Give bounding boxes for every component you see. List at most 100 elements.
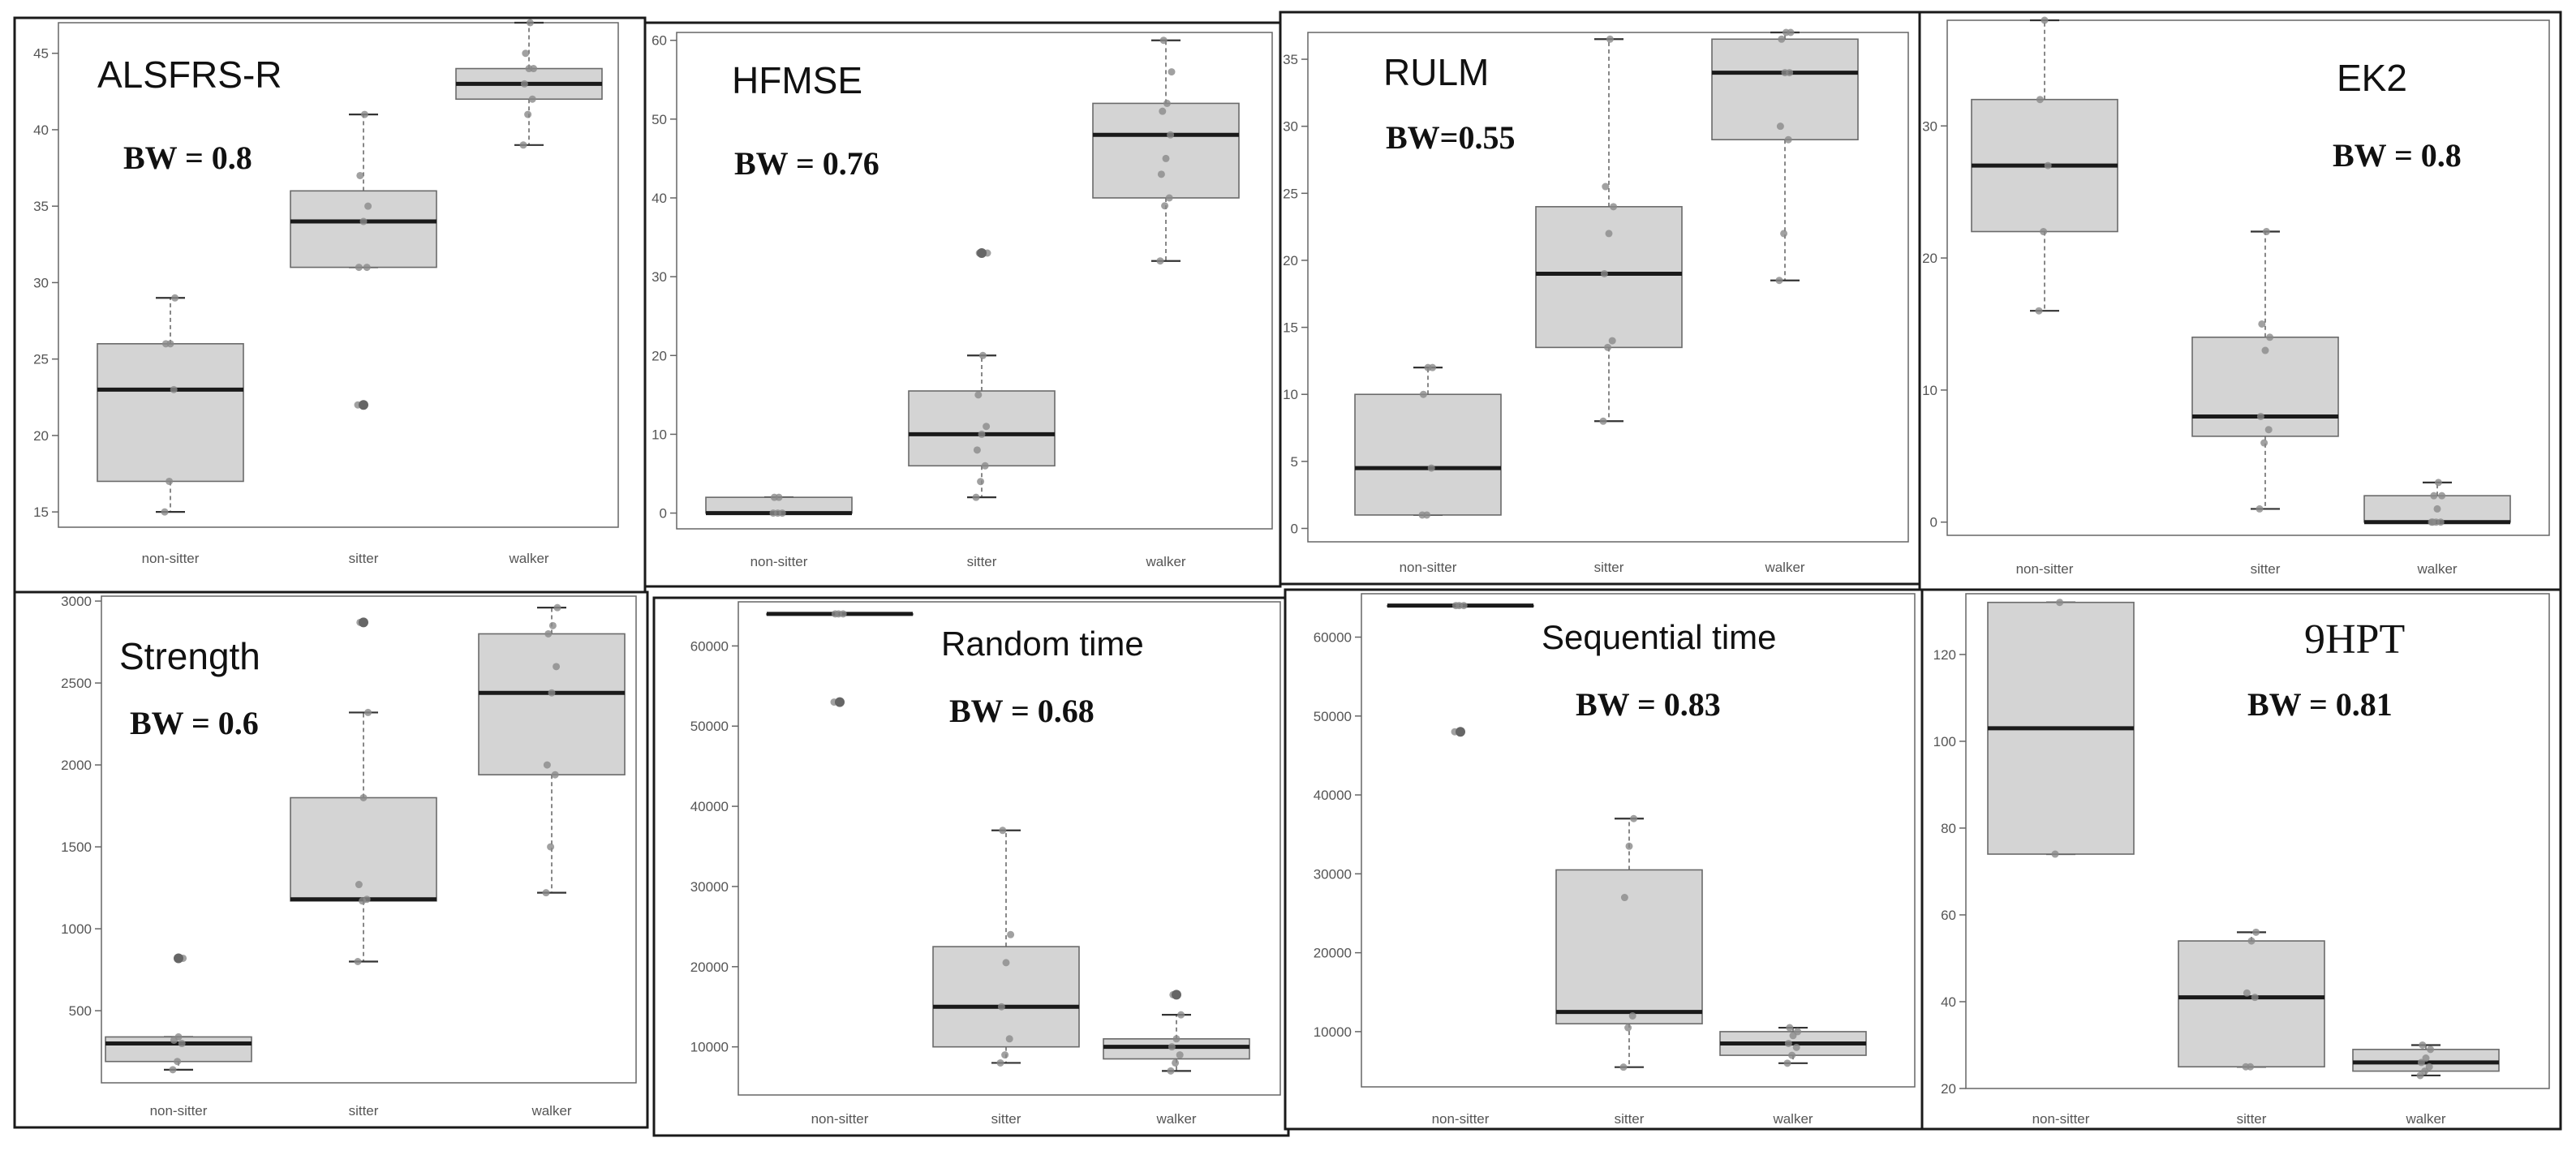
y-tick-label: 10 bbox=[1922, 383, 1937, 398]
iqr-box bbox=[478, 633, 626, 776]
data-point bbox=[2040, 228, 2048, 236]
y-tick-label: 30000 bbox=[1314, 866, 1352, 882]
y-tick-label: 30 bbox=[1283, 119, 1298, 135]
panel-6: 10000 20000 30000 40000 50000 60000 non-sitter… bbox=[652, 596, 1290, 1137]
data-point bbox=[2260, 439, 2269, 447]
iqr-box bbox=[2178, 940, 2325, 1068]
bw-label: BW=0.55 bbox=[1386, 119, 1515, 156]
data-point bbox=[1156, 257, 1164, 265]
data-point bbox=[973, 446, 981, 454]
data-point bbox=[522, 49, 530, 58]
data-point bbox=[1624, 1024, 1632, 1032]
data-point bbox=[2421, 1067, 2429, 1076]
data-point bbox=[2434, 479, 2442, 487]
data-point bbox=[1625, 842, 1633, 850]
data-point bbox=[1167, 131, 1175, 139]
data-point bbox=[355, 881, 363, 889]
data-point bbox=[161, 508, 169, 516]
data-point bbox=[972, 493, 980, 501]
box-sitter: sitter bbox=[908, 248, 1056, 569]
y-tick-label: 15 bbox=[1283, 320, 1298, 336]
plot-area-border bbox=[101, 595, 637, 1084]
data-point bbox=[2247, 937, 2256, 945]
y-tick-label: 30 bbox=[33, 275, 49, 290]
y-tick-label: 0 bbox=[1291, 521, 1298, 536]
y-tick-label: 500 bbox=[69, 1003, 92, 1019]
data-point bbox=[166, 477, 174, 485]
data-point bbox=[530, 65, 538, 73]
x-category-label: walker bbox=[1155, 1111, 1196, 1127]
x-category-label: non-sitter bbox=[2016, 561, 2074, 577]
x-category-label: sitter bbox=[991, 1111, 1021, 1127]
data-point bbox=[2256, 505, 2264, 513]
data-point bbox=[2051, 850, 2059, 858]
y-axis: 0 10 20 30 bbox=[1922, 118, 1947, 530]
x-category-label: walker bbox=[1764, 560, 1804, 575]
data-point bbox=[1784, 135, 1792, 144]
data-point bbox=[2041, 16, 2049, 24]
box-sitter: sitter bbox=[2191, 228, 2339, 577]
data-point bbox=[997, 1003, 1005, 1011]
y-tick-label: 30 bbox=[1922, 118, 1937, 134]
data-point bbox=[548, 621, 557, 629]
data-point bbox=[1604, 343, 1612, 351]
bw-label: BW = 0.81 bbox=[2247, 686, 2393, 723]
data-point bbox=[2258, 320, 2266, 328]
y-tick-label: 0 bbox=[660, 506, 667, 522]
y-axis: 20 40 60 80 100 120 bbox=[1933, 647, 1966, 1097]
iqr-box bbox=[97, 343, 244, 483]
y-tick-label: 60000 bbox=[1314, 630, 1352, 646]
panel-3: 0 5 10 15 20 25 30 35 non-sitter sitter walker RULM… bbox=[1279, 11, 1921, 586]
y-tick-label: 30000 bbox=[690, 879, 729, 895]
y-tick-label: 60000 bbox=[690, 638, 729, 654]
box-sitter: sitter bbox=[290, 617, 437, 1119]
data-point bbox=[1163, 99, 1171, 107]
outlier-point bbox=[174, 953, 183, 964]
y-tick-label: 10 bbox=[652, 427, 667, 442]
data-point bbox=[520, 79, 528, 88]
x-category-label: non-sitter bbox=[750, 554, 808, 569]
x-category-label: walker bbox=[2416, 561, 2457, 577]
data-point bbox=[1787, 28, 1795, 36]
y-tick-label: 50 bbox=[652, 112, 667, 127]
box-non-sitter: non-sitter bbox=[1971, 16, 2118, 577]
y-tick-label: 25 bbox=[33, 352, 49, 367]
data-point bbox=[974, 391, 983, 399]
data-point bbox=[2425, 1063, 2433, 1071]
data-point bbox=[166, 340, 174, 348]
data-point bbox=[978, 430, 986, 438]
iqr-box bbox=[1354, 393, 1502, 516]
data-point bbox=[2417, 1058, 2425, 1067]
box-sitter: sitter bbox=[2178, 928, 2325, 1127]
panel-title: Random time bbox=[941, 625, 1144, 663]
box-non-sitter: non-sitter bbox=[1987, 599, 2135, 1127]
data-point bbox=[553, 603, 561, 612]
data-point bbox=[1783, 1059, 1791, 1067]
panel-1: 15 20 25 30 35 40 45 non-sitter sitter walker ALSF… bbox=[13, 16, 647, 594]
y-tick-label: 100 bbox=[1933, 734, 1956, 749]
data-point bbox=[2416, 1071, 2424, 1080]
y-axis: 10000 20000 30000 40000 50000 60000 bbox=[1314, 630, 1361, 1040]
data-point bbox=[1605, 230, 1613, 238]
data-point bbox=[171, 294, 179, 302]
x-category-label: non-sitter bbox=[1432, 1111, 1490, 1127]
bw-label: BW = 0.8 bbox=[2333, 137, 2462, 174]
x-category-label: walker bbox=[1145, 554, 1185, 569]
x-category-label: sitter bbox=[1615, 1111, 1645, 1127]
box-sitter: sitter bbox=[290, 110, 437, 566]
y-axis: 0 5 10 15 20 25 30 35 bbox=[1283, 52, 1308, 536]
y-tick-label: 50000 bbox=[690, 719, 729, 734]
box-walker: walker bbox=[1092, 36, 1240, 569]
outlier-point bbox=[977, 248, 987, 258]
panel-title: EK2 bbox=[2337, 57, 2407, 99]
y-tick-label: 40 bbox=[1941, 994, 1956, 1010]
box-sitter: sitter bbox=[1555, 814, 1703, 1127]
data-point bbox=[169, 1066, 177, 1074]
data-point bbox=[981, 462, 989, 470]
y-tick-label: 40 bbox=[33, 122, 49, 138]
data-point bbox=[2422, 1054, 2430, 1063]
panel-5: 500 1000 1500 2000 2500 3000 non-sitter sitter w… bbox=[13, 590, 649, 1129]
plot-area-border bbox=[738, 601, 1281, 1096]
box-walker: walker bbox=[455, 19, 603, 566]
plot-area-border bbox=[1965, 593, 2550, 1089]
